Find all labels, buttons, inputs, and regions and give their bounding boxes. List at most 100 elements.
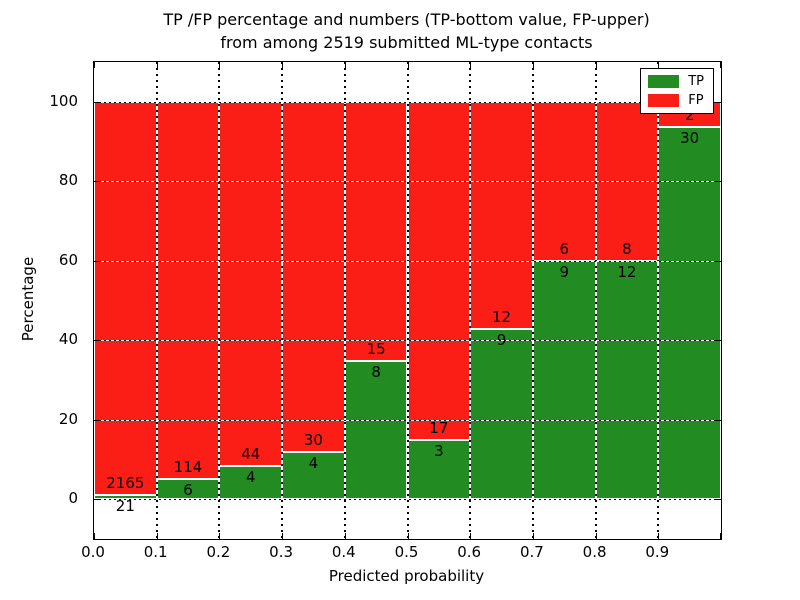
horizontal-gridline — [94, 499, 721, 501]
y-tick-mark — [94, 260, 100, 262]
tp-segment — [532, 260, 596, 500]
x-tick-label: 0.1 — [143, 543, 168, 561]
x-tick-mark — [532, 533, 534, 539]
bar-0.4-0.5: 15 8 — [344, 62, 408, 539]
y-tick-mark — [94, 419, 100, 421]
horizontal-gridline — [94, 419, 721, 421]
tp-count-label: 9 — [559, 262, 569, 281]
vertical-gridline — [343, 62, 346, 539]
horizontal-gridline — [94, 101, 721, 103]
fp-count-label: 15 — [366, 339, 386, 358]
y-tick-mark — [94, 101, 100, 103]
x-tick-mark — [344, 533, 346, 539]
y-tick-label: 20 — [58, 409, 78, 428]
y-tick-label: 0 — [68, 489, 78, 508]
tp-segment — [407, 439, 471, 500]
x-tick-mark-top — [407, 62, 409, 68]
x-tick-mark-top — [595, 62, 597, 68]
x-tick-label: 0.7 — [519, 543, 544, 561]
y-tick-mark-right — [715, 101, 721, 103]
vertical-gridline — [218, 62, 221, 539]
x-tick-label: 0.9 — [645, 543, 670, 561]
bar-0.8-0.9: 8 12 — [595, 62, 659, 539]
y-tick-mark-right — [715, 499, 721, 501]
x-tick-mark-top — [282, 62, 284, 68]
x-tick-mark-top — [470, 62, 472, 68]
tp-count-label: 8 — [371, 362, 381, 381]
chart-title-line2: from among 2519 submitted ML-type contac… — [220, 33, 593, 52]
tp-segment — [595, 260, 659, 500]
y-tick-label: 40 — [58, 330, 78, 349]
tp-count-label: 6 — [183, 481, 193, 500]
tp-count-label: 9 — [470, 331, 533, 349]
fp-count-label: 44 — [241, 445, 261, 464]
tp-legend-swatch — [648, 75, 680, 88]
chart-title-line1: TP /FP percentage and numbers (TP-bottom… — [163, 10, 650, 29]
y-tick-mark — [94, 499, 100, 501]
x-tick-label: 0.8 — [582, 543, 607, 561]
x-tick-label: 0.4 — [331, 543, 356, 561]
x-tick-mark — [282, 533, 284, 539]
tp-segment — [470, 328, 533, 500]
x-tick-label: 0.0 — [81, 543, 105, 561]
fp-segment — [470, 101, 533, 329]
y-tick-label: 80 — [58, 171, 78, 190]
horizontal-gridline — [94, 260, 721, 262]
fp-count-label: 2 — [684, 105, 695, 124]
y-axis-label: Percentage — [19, 256, 37, 342]
fp-legend-swatch — [648, 94, 680, 107]
x-tick-mark — [94, 533, 95, 539]
fp-count-label: 8 — [622, 239, 632, 258]
vertical-gridline — [594, 62, 597, 539]
tp-count-label: 4 — [245, 468, 256, 487]
tp-count-label: 30 — [680, 128, 700, 147]
bar-0.9-1.0: 2 30 — [658, 62, 721, 539]
x-tick-mark — [156, 533, 158, 539]
y-tick-mark-right — [715, 419, 721, 421]
plot-area: TP FP 216521114644430415817312969812230 — [93, 61, 722, 540]
tp-segment — [344, 360, 408, 500]
x-tick-label: 0.2 — [206, 543, 231, 561]
y-tick-mark-right — [715, 260, 721, 262]
x-tick-mark-top — [344, 62, 346, 68]
tp-count-label: 3 — [434, 441, 444, 460]
x-tick-mark — [219, 533, 221, 539]
chart-title: TP /FP percentage and numbers (TP-bottom… — [93, 8, 720, 54]
horizontal-gridline — [94, 181, 721, 183]
fp-segment — [344, 101, 408, 361]
vertical-gridline — [531, 62, 534, 539]
fp-segment — [407, 101, 471, 440]
tp-count-label: 4 — [308, 454, 319, 473]
tp-segment — [282, 452, 345, 500]
x-tick-mark — [720, 533, 721, 539]
bar-0.5-0.6: 17 3 — [407, 62, 471, 539]
fp-count-label: 114 — [173, 458, 203, 477]
y-tick-mark — [94, 181, 100, 183]
fp-count-label: 30 — [303, 431, 323, 450]
vertical-gridline — [155, 62, 158, 539]
fp-segment — [156, 101, 220, 480]
legend-item-tp: TP — [648, 75, 704, 88]
vertical-gridline — [469, 62, 472, 539]
x-tick-mark-top — [156, 62, 158, 68]
bar-0.2-0.3: 44 4 — [219, 62, 283, 539]
tp-legend-label: TP — [688, 74, 704, 89]
fp-segment — [282, 101, 345, 453]
x-tick-mark — [407, 533, 409, 539]
x-tick-label: 0.3 — [269, 543, 294, 561]
legend: TP FP — [640, 68, 714, 114]
x-tick-mark — [470, 533, 472, 539]
horizontal-gridline — [94, 340, 721, 342]
fp-segment — [219, 101, 283, 467]
tp-segment — [658, 126, 721, 500]
legend-item-fp: FP — [648, 94, 704, 107]
y-tick-mark — [94, 340, 100, 342]
y-tick-mark-right — [715, 181, 721, 183]
fp-count-label: 12 — [491, 307, 512, 326]
tp-count-label: 21 — [115, 497, 135, 516]
fp-segment — [94, 101, 157, 496]
x-tick-mark-top — [94, 62, 95, 68]
fp-count-label: 6 — [559, 239, 569, 258]
fp-count-label: 17 — [429, 418, 449, 437]
